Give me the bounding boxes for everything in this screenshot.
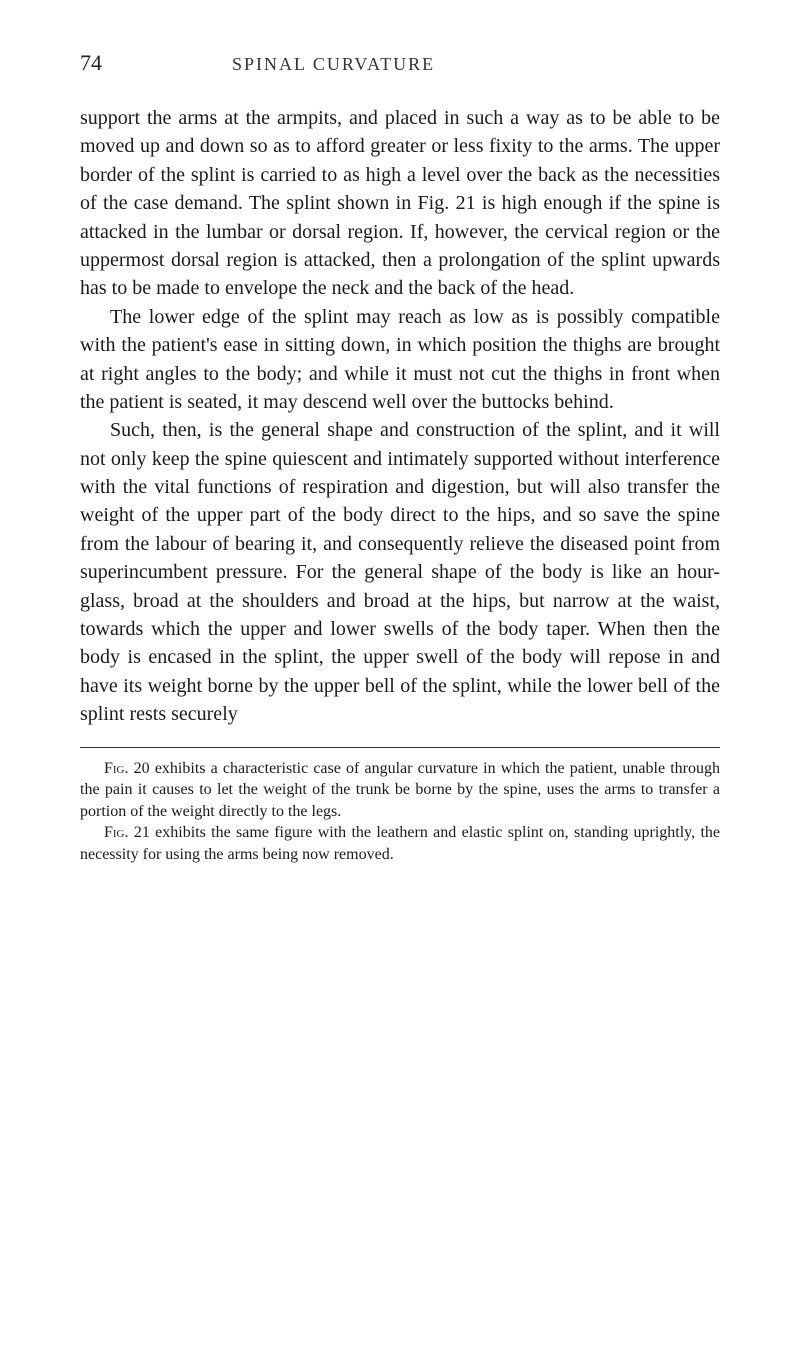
page-container: 74 SPINAL CURVATURE support the arms at … <box>0 0 800 926</box>
footnote-2-num: 21 <box>129 824 156 841</box>
paragraph-3: Such, then, is the general shape and con… <box>80 416 720 728</box>
chapter-title: SPINAL CURVATURE <box>232 54 435 75</box>
footnotes: Fig. 20 exhibits a characteristic case o… <box>80 758 720 866</box>
footnote-1-num: 20 <box>129 760 155 777</box>
page-number: 74 <box>80 50 102 76</box>
footnote-2-label: Fig. <box>104 824 129 841</box>
page-header: 74 SPINAL CURVATURE <box>80 50 720 76</box>
footnote-1-label: Fig. <box>104 760 129 777</box>
footnote-2-text: exhibits the same figure with the leathe… <box>80 824 720 863</box>
body-text: support the arms at the armpits, and pla… <box>80 104 720 729</box>
paragraph-2: The lower edge of the splint may reach a… <box>80 303 720 417</box>
footnote-1-text: exhibits a characteristic case of angula… <box>80 760 720 820</box>
paragraph-1: support the arms at the armpits, and pla… <box>80 104 720 303</box>
footnote-1: Fig. 20 exhibits a characteristic case o… <box>80 758 720 823</box>
footnote-2: Fig. 21 exhibits the same figure with th… <box>80 822 720 865</box>
footnote-divider <box>80 747 720 748</box>
